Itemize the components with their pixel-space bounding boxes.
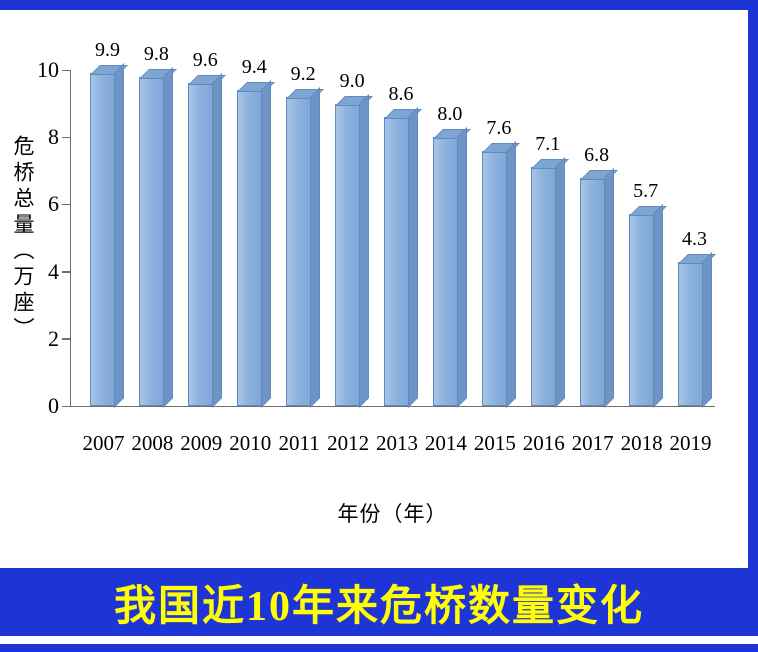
bar-value-label: 9.4 (241, 56, 267, 79)
bar-group: 9.4 (226, 57, 275, 406)
bar-value-label: 9.9 (94, 39, 120, 62)
bar-value-label: 8.0 (437, 103, 463, 126)
x-tick-label: 2008 (131, 431, 174, 455)
bar (237, 90, 264, 406)
y-tick (62, 136, 71, 139)
bar (677, 261, 704, 406)
bar-group: 9.8 (128, 44, 177, 406)
chart-title: 我国近10年来危桥数量变化 (113, 583, 644, 630)
bar-group: 7.6 (470, 70, 519, 406)
bar (188, 83, 215, 406)
bar (481, 150, 508, 406)
x-tick-label: 2009 (180, 431, 223, 455)
x-tick-label: 2019 (669, 431, 712, 455)
y-tick-label: 2 (48, 325, 59, 351)
bar-chart: 危桥总量（万座） 9.9 9.8 9.6 9.4 9.2 9.0 8.6 8.0 7.6 7.1 6… (0, 10, 748, 568)
bar (383, 117, 410, 406)
y-tick-label: 6 (48, 191, 59, 217)
bar-group: 6.8 (568, 70, 617, 406)
bar-group: 7.1 (519, 70, 568, 406)
x-tick-label: 2015 (473, 431, 516, 455)
bar (628, 214, 655, 406)
y-tick-label: 8 (48, 124, 59, 150)
bar-value-label: 7.1 (535, 133, 561, 156)
x-axis-title: 年份（年） (337, 502, 448, 526)
right-border-strip (748, 0, 758, 568)
y-tick (62, 203, 71, 206)
bar-value-label: 8.6 (388, 83, 414, 106)
bar-group: 5.7 (617, 70, 666, 406)
x-labels-row: 2007 2008 2009 2010 2011 2012 2013 2014 2015 2016… (79, 406, 715, 454)
top-border-strip (0, 0, 758, 10)
bar-group: 4.3 (666, 70, 715, 406)
y-axis-title: 危桥总量（万座） (11, 134, 35, 343)
bar-value-label: 9.6 (192, 49, 218, 72)
bars-row: 9.9 9.8 9.6 9.4 9.2 9.0 8.6 8.0 7.6 7.1 6.8 5.7 4.3 (79, 40, 715, 406)
bar (139, 76, 166, 406)
title-banner: 我国近10年来危桥数量变化 (0, 568, 758, 636)
bar-group: 8.0 (421, 70, 470, 406)
bar-value-label: 7.6 (486, 116, 512, 139)
bar-value-label: 4.3 (682, 227, 708, 250)
bottom-border-strip (0, 644, 758, 652)
x-tick-label: 2016 (522, 431, 565, 455)
plot-area: 9.9 9.8 9.6 9.4 9.2 9.0 8.6 8.0 7.6 7.1 6.8 5.7 4.3 … (37, 40, 715, 454)
bar (90, 73, 117, 406)
x-tick-label: 2011 (278, 431, 320, 455)
bar-group: 9.0 (324, 70, 373, 406)
x-tick-label: 2017 (571, 431, 614, 455)
bar (530, 167, 557, 406)
bar-value-label: 9.0 (339, 69, 365, 92)
bar-value-label: 9.8 (143, 42, 169, 65)
x-tick-label: 2010 (229, 431, 272, 455)
bar-group: 9.2 (275, 64, 324, 406)
y-tick (62, 405, 71, 407)
x-tick-label: 2013 (375, 431, 418, 455)
x-tick-label: 2018 (620, 431, 663, 455)
bar-group: 9.9 (79, 40, 128, 406)
bar-value-label: 5.7 (633, 180, 659, 203)
x-tick-label: 2014 (424, 431, 467, 455)
y-tick-label: 10 (37, 57, 59, 82)
y-tick (62, 69, 71, 71)
bar (286, 96, 313, 406)
bar-value-label: 6.8 (584, 143, 610, 166)
y-tick (62, 271, 71, 273)
y-tick-label: 4 (48, 258, 59, 284)
bar (432, 137, 459, 406)
y-tick-label: 0 (48, 393, 59, 418)
y-tick (62, 338, 71, 340)
bar (579, 177, 606, 406)
x-tick-label: 2007 (82, 431, 125, 455)
bar (335, 103, 362, 406)
bar-group: 8.6 (373, 70, 422, 406)
bar-value-label: 9.2 (290, 62, 316, 85)
x-tick-label: 2012 (327, 431, 370, 455)
bar-group: 9.6 (177, 50, 226, 406)
